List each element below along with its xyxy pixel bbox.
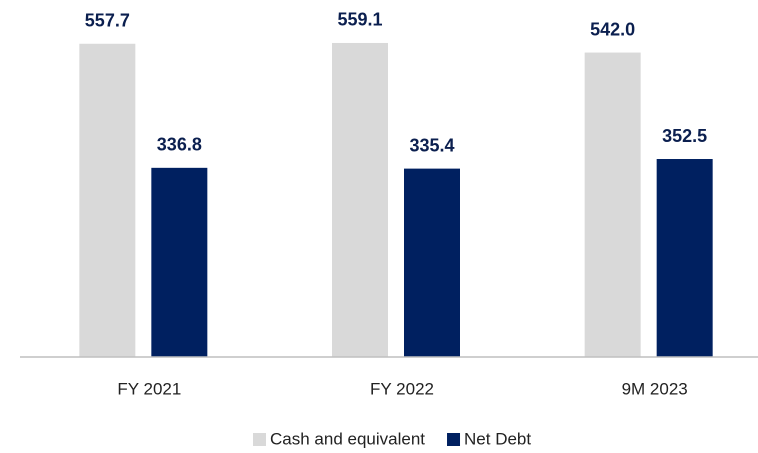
x-tick-label: FY 2022 bbox=[370, 379, 434, 398]
legend-swatch bbox=[447, 433, 461, 446]
bar bbox=[656, 159, 713, 357]
bar bbox=[584, 52, 641, 358]
value-label: 352.5 bbox=[662, 126, 707, 146]
x-tick-label: FY 2021 bbox=[117, 379, 181, 398]
bar bbox=[79, 43, 136, 358]
value-label: 559.1 bbox=[337, 10, 382, 30]
legend-swatch bbox=[253, 433, 266, 446]
value-label: 336.8 bbox=[157, 135, 202, 155]
value-label: 557.7 bbox=[85, 11, 130, 31]
value-label: 335.4 bbox=[409, 135, 454, 155]
bar bbox=[404, 168, 460, 357]
bar bbox=[332, 42, 388, 357]
value-label: 542.0 bbox=[590, 19, 635, 39]
legend-label: Net Debt bbox=[464, 429, 531, 448]
x-tick-label: 9M 2023 bbox=[622, 379, 688, 398]
bar bbox=[151, 167, 208, 357]
legend-label: Cash and equivalent bbox=[270, 429, 425, 448]
